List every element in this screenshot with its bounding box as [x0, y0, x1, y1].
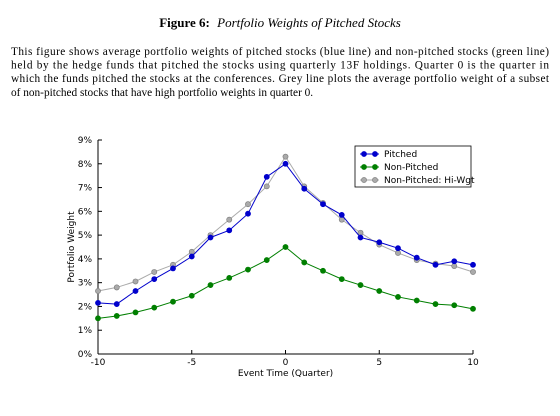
- data-point: [282, 244, 289, 250]
- data-point: [320, 267, 326, 274]
- legend-marker: [372, 164, 378, 170]
- caption-line: held by the hedge funds that pitched the…: [11, 60, 549, 72]
- data-point: [151, 269, 158, 275]
- data-point: [451, 263, 458, 269]
- data-point: [301, 259, 308, 266]
- data-point: [207, 234, 214, 241]
- legend-marker: [372, 177, 378, 183]
- data-point: [95, 288, 101, 294]
- data-point: [207, 282, 214, 288]
- y-tick-label: 8%: [78, 160, 93, 170]
- data-point: [338, 211, 345, 218]
- data-point: [113, 301, 120, 307]
- data-point: [263, 173, 270, 180]
- data-point: [151, 276, 158, 282]
- data-point: [132, 309, 139, 316]
- y-tick-label: 7%: [78, 184, 93, 194]
- caption: This figure shows average portfolio weig…: [11, 46, 550, 99]
- y-tick-label: 6%: [78, 207, 93, 217]
- data-point: [263, 183, 270, 190]
- data-point: [470, 269, 476, 275]
- x-tick-label: 5: [376, 358, 382, 368]
- data-point: [113, 313, 120, 319]
- data-point: [451, 302, 458, 309]
- y-axis-label: Portfolio Weight: [67, 211, 77, 283]
- data-point: [170, 298, 176, 305]
- y-tick-label: 9%: [78, 136, 93, 146]
- data-point: [432, 301, 439, 307]
- data-point: [188, 292, 195, 299]
- data-point: [188, 248, 195, 255]
- y-tick-label: 2%: [78, 302, 93, 312]
- legend-label: Non-Pitched: [384, 163, 438, 173]
- y-tick-label: 5%: [78, 231, 93, 241]
- data-point: [132, 278, 139, 285]
- data-point: [338, 276, 345, 282]
- caption-line: which the funds pitched the stocks at th…: [11, 73, 550, 85]
- data-point: [226, 275, 233, 281]
- data-point: [188, 253, 195, 260]
- caption-line: of non-pitched stocks that have high por…: [11, 87, 313, 99]
- x-axis-label: Event Time (Quarter): [238, 369, 333, 379]
- figure-label: Figure 6:: [159, 15, 210, 30]
- chart: 0% 1% 2% 3% 4% 5% 6% 7% 8% 9% -10 -5 0 5 10 Event Time …: [67, 136, 479, 379]
- x-tick-label: -5: [187, 358, 196, 368]
- data-point: [357, 234, 364, 241]
- data-point: [245, 210, 251, 217]
- legend-label: Pitched: [384, 150, 417, 160]
- data-point: [95, 315, 101, 322]
- legend-marker: [372, 151, 378, 157]
- data-point: [470, 261, 476, 268]
- data-point: [395, 245, 401, 252]
- y-tick-label: 3%: [78, 279, 93, 289]
- data-point: [245, 266, 251, 273]
- legend-marker: [361, 177, 367, 183]
- data-point: [301, 185, 308, 192]
- data-point: [376, 288, 383, 294]
- y-tick-label: 0%: [78, 350, 93, 360]
- data-point: [395, 294, 401, 300]
- figure-heading: Figure 6: Portfolio Weights of Pitched S…: [159, 15, 401, 30]
- data-point: [376, 239, 383, 246]
- figure-title: Portfolio Weights of Pitched Stocks: [216, 15, 401, 30]
- data-point: [151, 304, 158, 311]
- x-tick-label: 0: [283, 358, 289, 368]
- data-point: [432, 261, 439, 268]
- data-point: [413, 254, 420, 261]
- caption-line: This figure shows average portfolio weig…: [11, 46, 549, 58]
- data-point: [451, 258, 458, 265]
- data-point: [263, 257, 270, 263]
- data-point: [113, 284, 120, 291]
- data-point: [226, 216, 233, 223]
- data-point: [226, 227, 233, 234]
- data-point: [132, 288, 139, 294]
- data-point: [395, 250, 401, 256]
- data-point: [357, 282, 364, 288]
- y-tick-label: 4%: [78, 255, 93, 265]
- data-point: [413, 297, 420, 304]
- legend-label: Non-Pitched: Hi-Wgt: [384, 176, 475, 186]
- data-point: [282, 153, 289, 160]
- x-tick-label: 10: [467, 358, 479, 368]
- x-tick-label: -10: [91, 358, 106, 368]
- legend-marker: [361, 164, 367, 170]
- data-point: [95, 299, 101, 306]
- data-point: [245, 201, 251, 208]
- data-point: [470, 305, 476, 312]
- legend-marker: [361, 151, 367, 157]
- data-point: [320, 201, 326, 208]
- data-point: [282, 160, 289, 167]
- y-tick-label: 1%: [78, 326, 93, 336]
- data-point: [170, 265, 176, 272]
